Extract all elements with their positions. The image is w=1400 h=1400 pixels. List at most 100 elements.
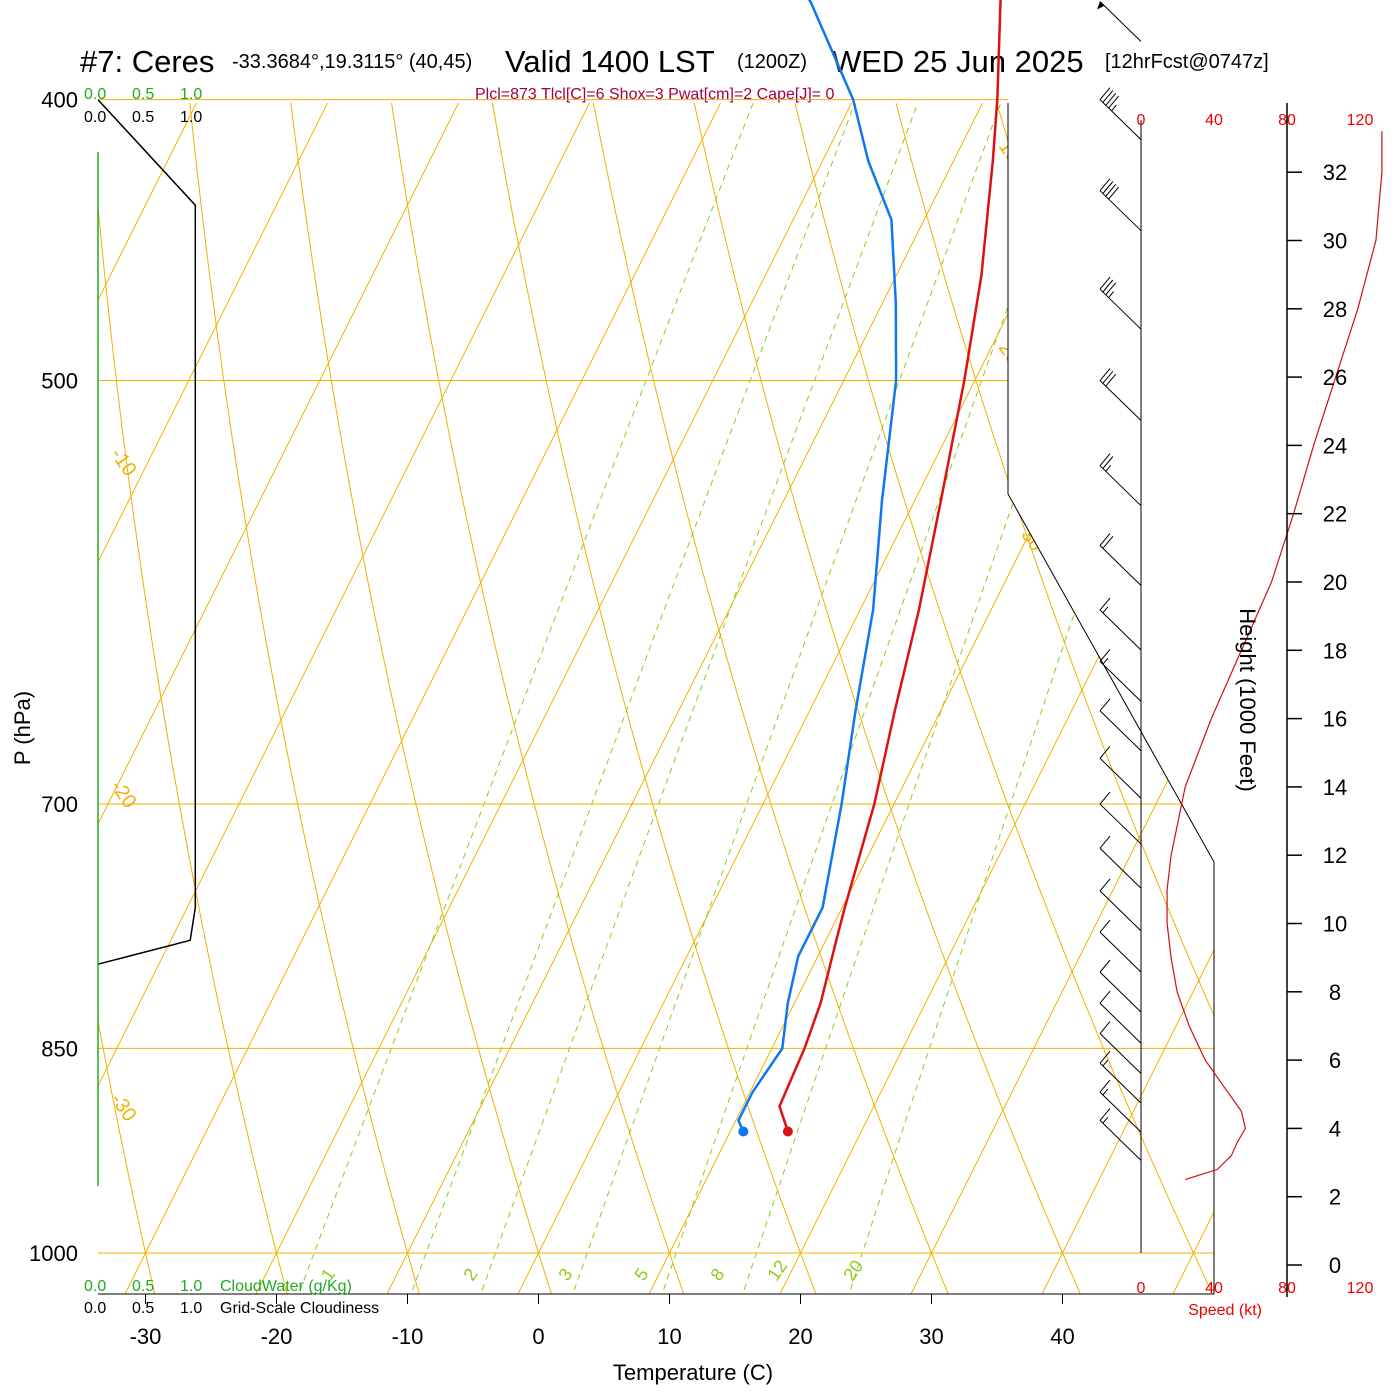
- forecast-label: [12hrFcst@0747z]: [1105, 51, 1269, 73]
- dry-adiabat-line: [585, 103, 1117, 1294]
- wind-barb: [1099, 959, 1142, 1013]
- wind-barb: [1099, 878, 1142, 932]
- isotherm-line: [1002, 103, 1214, 1294]
- isotherm-line: [98, 103, 783, 1294]
- cloud-axis-tick-label: 0.0: [84, 109, 106, 126]
- wind-barb: [1099, 745, 1142, 799]
- speed-tick-label: 0: [1137, 112, 1146, 129]
- speed-tick-label: 120: [1347, 1280, 1374, 1297]
- moist-adiabat-line: [0, 1361, 348, 1372]
- height-tick-label: 18: [1323, 638, 1347, 663]
- wind-barb: [1099, 835, 1142, 889]
- moist-adiabat-line: [0, 1356, 610, 1373]
- moist-adiabat-line: [0, 1361, 479, 1372]
- isotherm-label: -30: [106, 1089, 141, 1125]
- wind-barb: [1099, 87, 1142, 141]
- height-tick-label: 32: [1323, 160, 1347, 185]
- wind-barb: [1099, 698, 1142, 752]
- isotherm-line: [347, 103, 1214, 1294]
- moist-adiabat-line: [0, 1356, 675, 1373]
- valid-time: Valid 1400 LST: [505, 44, 715, 79]
- temperature-profile-line: [778, 0, 1002, 1132]
- height-tick-label: 22: [1323, 502, 1347, 527]
- temperature-axis: -30 -20 -10 0 10 20 30 40: [130, 1294, 1075, 1349]
- temperature-tick-label: -20: [261, 1324, 293, 1349]
- isotherm-label: 20: [994, 338, 1025, 369]
- mixing-ratio-label: 8: [706, 1265, 728, 1285]
- moist-adiabat-line: [0, 1356, 544, 1373]
- temperature-tick-label: -10: [392, 1324, 424, 1349]
- cloud-axis-tick-label: 1.0: [180, 1300, 202, 1317]
- mixing-ratio-label: 5: [630, 1265, 652, 1285]
- dry-adiabat-line: [0, 0, 39, 1373]
- speed-tick-label: 120: [1347, 112, 1374, 129]
- isotherm-label: -20: [106, 776, 141, 812]
- wind-barb: [1099, 791, 1142, 845]
- cloud-axis-title: CloudWater (g/Kg): [220, 1278, 352, 1295]
- wind-barb: [1099, 276, 1142, 330]
- wind-barb: [1099, 597, 1142, 651]
- height-profile-line: [1166, 131, 1383, 1181]
- isotherm-line: [609, 103, 1214, 1294]
- height-tick-label: 24: [1323, 433, 1347, 458]
- height-tick-label: 6: [1329, 1048, 1341, 1073]
- dry-adiabat-line: [98, 103, 309, 1294]
- mixing-ratio-line: [634, 103, 1083, 1294]
- cloud-axis-tick-label: 0.5: [132, 109, 154, 126]
- isotherm-line: [98, 103, 652, 1294]
- dry-adiabat-line: [1370, 0, 1400, 1373]
- temperature-axis-label: Temperature (C): [613, 1360, 773, 1385]
- speed-axis-title: Speed (kt): [1188, 1302, 1262, 1319]
- cloud-axis-tick-label: 0.5: [132, 86, 154, 103]
- wind-barb: [1099, 178, 1142, 232]
- dewpoint-profile-line: [737, 0, 898, 1133]
- isotherm-line: [216, 103, 1176, 1294]
- cloud-axis-tick-label: 1.0: [180, 86, 202, 103]
- wind-barb: [1099, 1108, 1142, 1161]
- pressure-axis-label: P (hPa): [10, 691, 35, 765]
- temperature-tick-label: 20: [788, 1324, 812, 1349]
- mixing-ratio-line: [544, 103, 1003, 1294]
- isotherm-line: [1133, 103, 1214, 1294]
- cloud-axis-tick-label: 0.5: [132, 1278, 154, 1295]
- isotherm-line: [98, 103, 390, 1294]
- height-tick-label: 28: [1323, 297, 1347, 322]
- station-coords: -33.3684°,19.3115° (40,45): [232, 51, 472, 73]
- cloud-axis-tick-label: 0.0: [84, 1278, 106, 1295]
- wind-barb: [1099, 368, 1142, 421]
- wind-barb: [1099, 990, 1142, 1044]
- temperature-tick-label: 0: [532, 1324, 544, 1349]
- height-tick-label: 10: [1323, 912, 1347, 937]
- pressure-tick-label: 400: [41, 88, 78, 113]
- cloud-axis-tick-label: 1.0: [180, 1278, 202, 1295]
- isotherm-line: [98, 103, 1045, 1294]
- moist-adiabat-line: [0, 1361, 282, 1372]
- mixing-ratio-label: 20: [839, 1256, 867, 1284]
- dry-adiabat-line: [498, 103, 982, 1294]
- wind-barbs: [1097, 1, 1142, 1161]
- height-tick-label: 4: [1329, 1116, 1341, 1141]
- isotherm-line: [98, 103, 259, 1294]
- dry-adiabat-line: [933, 103, 1214, 1294]
- dry-adiabat-line: [324, 103, 713, 1294]
- wind-barb: [1097, 1, 1142, 42]
- dry-adiabat-line: [411, 103, 848, 1294]
- cloud-axis-tick-label: 0.0: [84, 86, 106, 103]
- mixing-ratio-label: 3: [554, 1265, 576, 1285]
- height-tick-label: 20: [1323, 570, 1347, 595]
- cloud-axis-tick-label: 1.0: [180, 109, 202, 126]
- cloud-axis-labels: 0.0 0.0 0.5 0.5 1.0 1.0 CloudWater (g/Kg) 0.0 0.…: [84, 86, 379, 1317]
- station-title: #7: Ceres: [80, 44, 214, 79]
- moist-adiabat-line: [0, 1361, 217, 1372]
- cloudiness-profile: [97, 99, 197, 965]
- mixing-ratio-line: [268, 103, 755, 1294]
- stability-indices: Plcl=873 Tlcl[C]=6 Shox=3 Pwat[cm]=2 Cap…: [475, 86, 835, 103]
- mixing-ratio-line: [715, 103, 1155, 1294]
- dry-adiabat-line: [1020, 103, 1214, 1294]
- isotherm-line: [98, 103, 128, 1294]
- cloud-axis-title: Grid-Scale Cloudiness: [220, 1300, 379, 1317]
- speed-tick-label: 0: [1137, 1280, 1146, 1297]
- height-tick-label: 12: [1323, 843, 1347, 868]
- pressure-tick-label: 1000: [29, 1241, 78, 1266]
